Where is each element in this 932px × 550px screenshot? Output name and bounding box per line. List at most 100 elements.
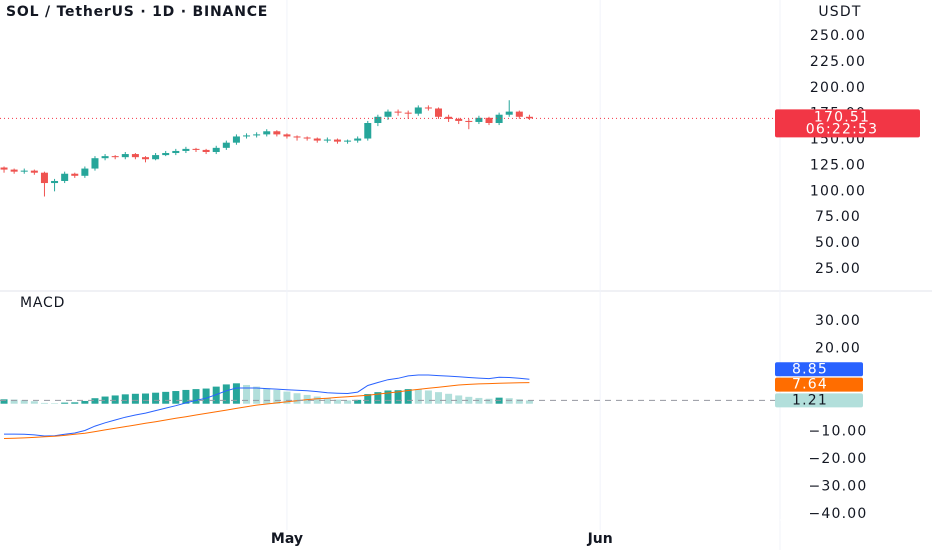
candle-body: [10, 169, 18, 172]
candle-body: [525, 116, 533, 119]
axis-unit: USDT: [818, 4, 861, 20]
histogram-bar: [243, 384, 251, 404]
histogram-bar: [141, 393, 149, 404]
candle-body: [263, 131, 271, 135]
y-tick-label: 250.00: [810, 28, 866, 44]
histogram-bar: [455, 395, 463, 404]
candle-body: [20, 170, 28, 172]
histogram-bar: [152, 392, 160, 404]
candle-body: [485, 117, 493, 123]
histogram-bar: [162, 391, 170, 404]
histogram-bar: [354, 399, 362, 404]
candle-body: [182, 148, 190, 151]
histogram-bar: [253, 386, 261, 404]
histogram-bar: [424, 390, 432, 404]
y-tick-label: −40.00: [808, 506, 867, 522]
histogram-bar: [515, 399, 523, 404]
candle-body: [0, 167, 8, 170]
histogram-bar: [111, 395, 119, 404]
y-tick-label: −10.00: [808, 423, 867, 439]
candle-body: [455, 118, 463, 121]
histogram-bar: [40, 402, 48, 404]
x-tick-label: May: [271, 531, 303, 547]
y-tick-label: 125.00: [810, 157, 866, 173]
histogram-bar: [445, 393, 453, 404]
y-tick-label: 225.00: [810, 54, 866, 70]
histogram-bar: [374, 392, 382, 404]
y-tick-label: 50.00: [815, 235, 861, 251]
histogram-bar: [20, 400, 28, 404]
histogram-bar: [404, 389, 412, 404]
histogram-bar: [263, 388, 271, 404]
histogram-bar: [182, 389, 190, 404]
last-price-badge: [775, 109, 920, 138]
histogram-bar: [465, 396, 473, 404]
histogram-bar: [333, 399, 341, 404]
candle-body: [303, 137, 311, 139]
candle-body: [172, 150, 180, 154]
indicator-line: [4, 374, 530, 437]
candle-body: [232, 136, 240, 143]
candle-body: [162, 153, 170, 156]
y-tick-label: 30.00: [815, 313, 861, 329]
candle-body: [364, 122, 372, 139]
histogram-bar: [232, 383, 240, 404]
y-tick-label: −30.00: [808, 478, 867, 494]
value-badge: [775, 377, 863, 392]
candle-body: [152, 155, 160, 160]
histogram-bar: [121, 394, 129, 404]
candle-body: [323, 139, 331, 141]
candle-body: [202, 149, 210, 152]
candle-body: [313, 138, 321, 141]
candle-body: [374, 116, 382, 123]
y-tick-label: 20.00: [815, 341, 861, 357]
candle-body: [71, 173, 79, 176]
value-badge: [775, 393, 863, 408]
histogram-bar: [192, 389, 200, 404]
candle-body: [404, 112, 412, 114]
histogram-bar: [505, 398, 513, 404]
candle-body: [445, 116, 453, 119]
y-tick-label: 100.00: [810, 183, 866, 199]
candle-body: [333, 139, 341, 142]
candle-body: [81, 168, 89, 176]
candle-body: [30, 170, 38, 173]
candle-body: [434, 108, 442, 117]
histogram-bar: [0, 399, 8, 404]
histogram-bar: [61, 402, 69, 404]
histogram-bar: [283, 391, 291, 404]
value-badge: [775, 362, 863, 377]
histogram-bar: [101, 396, 109, 404]
candle-body: [121, 154, 129, 158]
candle-body: [51, 180, 59, 184]
histogram-bar: [525, 400, 533, 404]
histogram-bar: [81, 400, 89, 404]
candle-body: [91, 158, 99, 169]
histogram-bar: [212, 386, 220, 404]
histogram-bar: [30, 401, 38, 404]
candle-body: [495, 114, 503, 123]
histogram-bar: [414, 389, 422, 404]
candle-body: [283, 134, 291, 137]
candle-body: [505, 111, 513, 115]
y-tick-label: 75.00: [815, 209, 861, 225]
countdown-label: 06:22:53: [806, 121, 878, 137]
histogram-bar: [172, 391, 180, 404]
x-tick-label: Jun: [587, 531, 613, 547]
candle-body: [141, 157, 149, 160]
histogram-bar: [10, 399, 18, 404]
indicator-line: [3, 382, 530, 439]
candle-body: [515, 111, 523, 117]
histogram-bar: [364, 394, 372, 404]
candle-body: [101, 156, 109, 159]
y-tick-label: 25.00: [815, 261, 861, 277]
histogram-bar: [323, 398, 331, 404]
histogram-bar: [273, 389, 281, 404]
candle-body: [465, 120, 473, 122]
histogram-bar: [71, 402, 79, 404]
histogram-bar: [131, 393, 139, 404]
histogram-bar: [344, 400, 352, 404]
